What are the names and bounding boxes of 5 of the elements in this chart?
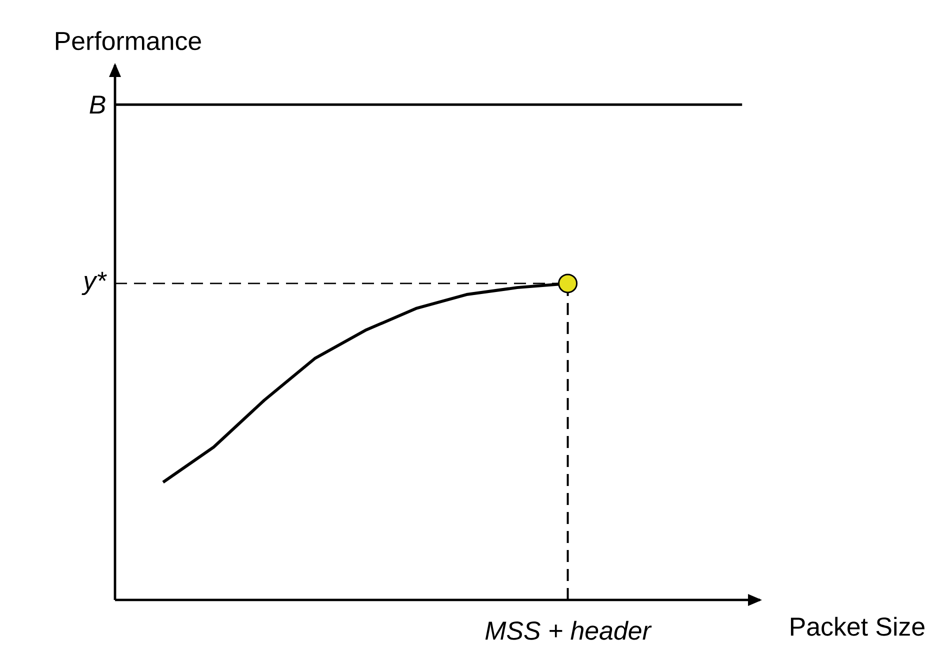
ref-line-label: y* — [82, 272, 107, 296]
text: Packet Size — [790, 616, 924, 636]
ref-line-label: B — [90, 96, 106, 114]
text: Performance — [56, 31, 201, 50]
text: MSS + header — [485, 620, 652, 640]
